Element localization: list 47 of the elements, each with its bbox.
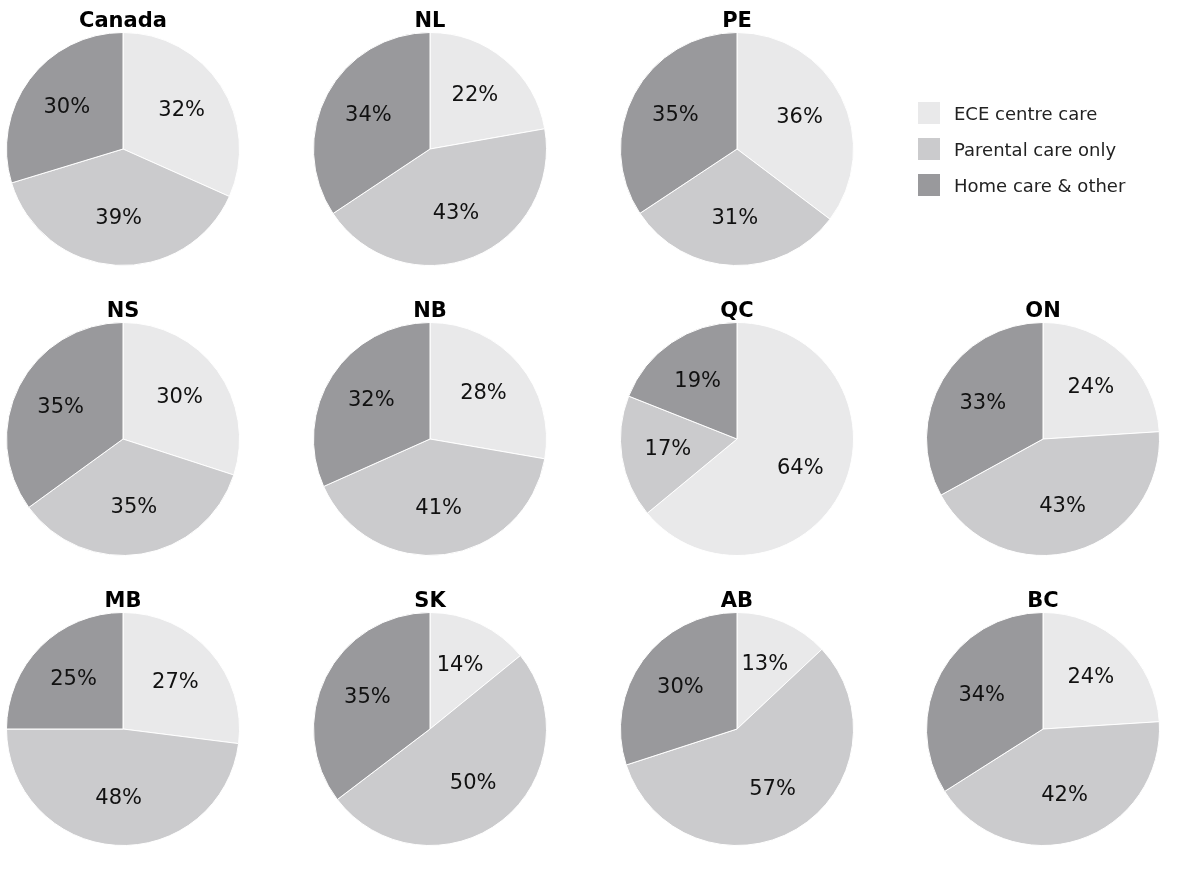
data-label: 57%	[749, 775, 796, 800]
data-label: 50%	[449, 770, 497, 795]
data-label: 24%	[1067, 664, 1115, 689]
data-label: 31%	[711, 205, 759, 230]
chart-title: ON	[1024, 297, 1062, 324]
data-label: 42%	[1041, 781, 1088, 806]
chart-title: NL	[413, 7, 447, 34]
data-label: 39%	[95, 205, 142, 230]
chart-title: BC	[1026, 587, 1060, 614]
data-label: 43%	[1039, 492, 1086, 517]
data-label: 33%	[959, 389, 1007, 414]
data-label: 19%	[674, 367, 722, 392]
data-label: 30%	[43, 93, 91, 118]
data-label: 32%	[158, 97, 205, 122]
data-label: 14%	[436, 652, 484, 677]
data-label: 43%	[432, 200, 480, 225]
data-label: 17%	[644, 436, 692, 461]
data-label: 41%	[415, 494, 463, 519]
data-label: 35%	[37, 393, 85, 418]
data-label: 25%	[50, 666, 97, 691]
data-label: 35%	[652, 102, 699, 127]
chart-title: Canada	[78, 7, 168, 34]
data-label: 13%	[741, 651, 789, 676]
legend-label: Home care & other	[954, 174, 1126, 196]
chart-title: NS	[105, 297, 141, 324]
data-label: 64%	[776, 455, 824, 480]
data-label: 48%	[95, 785, 142, 810]
chart-title: MB	[103, 587, 143, 614]
legend-label: Parental care only	[954, 138, 1117, 160]
data-label: 34%	[958, 681, 1006, 706]
data-label: 35%	[344, 684, 391, 709]
data-label: 24%	[1067, 374, 1115, 399]
data-label: 36%	[776, 104, 823, 129]
data-label: 27%	[152, 669, 199, 694]
chart-title: SK	[413, 587, 447, 614]
data-label: 22%	[451, 81, 499, 106]
data-label: 28%	[460, 380, 507, 405]
data-label: 34%	[345, 102, 392, 127]
data-label: 35%	[110, 494, 158, 519]
data-label: 30%	[657, 674, 704, 699]
chart-title: PE	[721, 7, 753, 34]
chart-title: NB	[412, 297, 448, 324]
chart-title: QC	[719, 297, 755, 324]
chart-title: AB	[719, 587, 755, 614]
legend-label: ECE centre care	[954, 102, 1098, 124]
data-label: 32%	[348, 387, 395, 412]
data-label: 30%	[156, 384, 203, 409]
